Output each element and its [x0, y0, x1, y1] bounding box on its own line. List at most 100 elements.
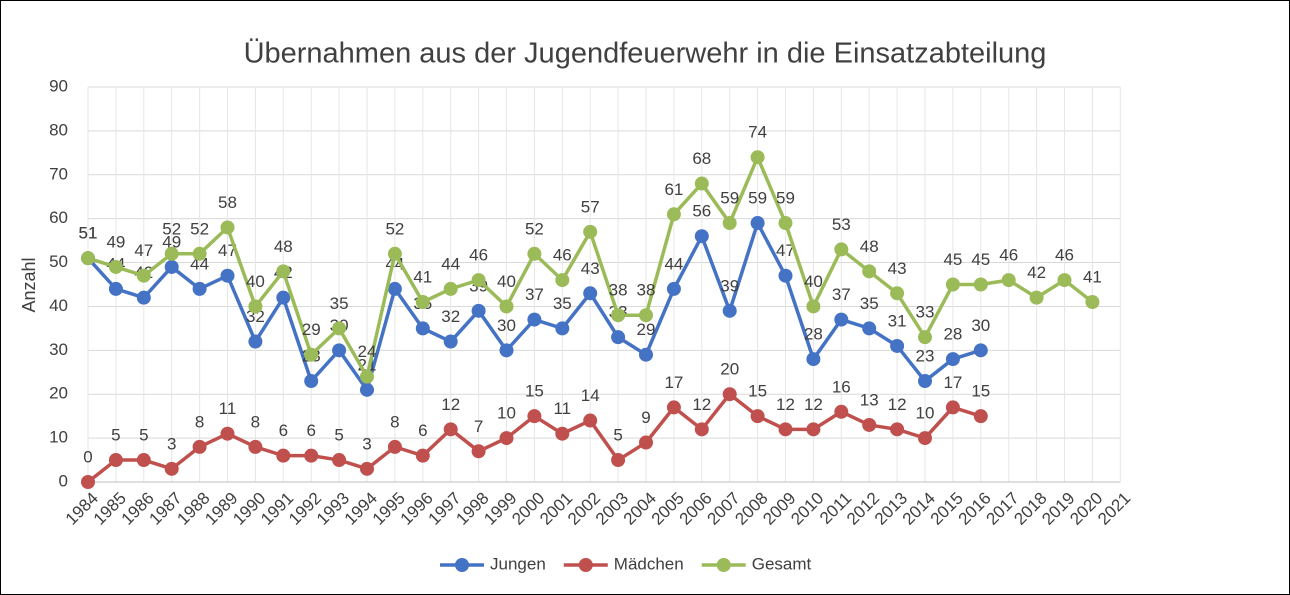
data-label: 15	[748, 382, 767, 401]
data-label: 49	[162, 232, 181, 251]
data-point	[973, 409, 988, 424]
legend-marker	[716, 558, 731, 572]
data-label: 31	[888, 311, 907, 330]
data-point	[220, 426, 235, 441]
data-label: 41	[1083, 268, 1102, 287]
data-point	[555, 273, 570, 288]
data-label: 51	[79, 224, 98, 243]
data-label: 38	[609, 281, 628, 300]
data-label: 40	[497, 272, 516, 291]
data-label: 58	[218, 193, 237, 212]
data-point	[1085, 295, 1100, 310]
data-point	[136, 268, 151, 283]
data-point	[611, 308, 626, 323]
data-label: 29	[302, 320, 321, 339]
data-point	[806, 352, 821, 367]
data-point	[443, 281, 458, 296]
data-label: 39	[720, 276, 739, 295]
data-label: 15	[971, 382, 990, 401]
data-label: 38	[637, 281, 656, 300]
data-label: 45	[943, 250, 962, 269]
data-label: 56	[692, 202, 711, 221]
data-point	[220, 220, 235, 235]
data-point	[1001, 273, 1016, 288]
data-label: 59	[776, 189, 795, 208]
data-point	[806, 422, 821, 437]
data-point	[862, 264, 877, 279]
data-point	[108, 259, 123, 274]
y-tick-label: 80	[49, 120, 68, 139]
data-point	[945, 400, 960, 415]
data-point	[611, 453, 626, 468]
data-label: 48	[860, 237, 879, 256]
data-point	[834, 312, 849, 327]
data-label: 32	[441, 307, 460, 326]
data-label: 12	[888, 395, 907, 414]
data-point	[750, 409, 765, 424]
data-label: 47	[776, 241, 795, 260]
data-point	[918, 330, 932, 345]
data-point	[192, 246, 207, 261]
data-point	[248, 334, 263, 349]
data-point	[192, 439, 207, 454]
data-label: 40	[804, 272, 823, 291]
data-label: 47	[134, 241, 153, 260]
data-point	[387, 281, 402, 296]
data-label: 17	[664, 373, 683, 392]
legend-marker	[455, 558, 469, 572]
data-point	[973, 277, 988, 292]
data-point	[304, 347, 319, 362]
data-label: 44	[664, 254, 683, 273]
data-point	[136, 453, 151, 468]
data-point	[722, 387, 737, 402]
data-point	[583, 286, 598, 301]
data-point	[415, 321, 430, 336]
data-point	[666, 207, 681, 222]
data-label: 28	[943, 325, 962, 344]
data-label: 37	[832, 285, 851, 304]
data-point	[945, 277, 960, 292]
data-point	[694, 422, 709, 437]
data-point	[527, 312, 542, 327]
data-point	[499, 431, 514, 446]
y-tick-label: 0	[59, 471, 68, 490]
data-label: 7	[474, 417, 483, 436]
data-point	[248, 299, 263, 314]
data-label: 68	[692, 149, 711, 168]
data-point	[862, 417, 877, 432]
data-point	[332, 453, 347, 468]
data-point	[499, 343, 514, 358]
data-label: 52	[525, 219, 544, 238]
data-point	[108, 281, 123, 296]
data-label: 6	[306, 421, 315, 440]
data-point	[918, 431, 932, 446]
data-label: 29	[637, 320, 656, 339]
data-point	[639, 347, 653, 362]
data-label: 5	[334, 426, 343, 445]
data-label: 30	[971, 316, 990, 335]
data-point	[443, 334, 458, 349]
data-label: 11	[219, 399, 237, 418]
data-point	[471, 444, 486, 459]
legend-marker	[578, 558, 593, 572]
data-label: 10	[497, 404, 516, 423]
data-label: 35	[860, 294, 879, 313]
data-point	[81, 475, 95, 489]
data-label: 53	[832, 215, 851, 234]
data-label: 30	[497, 316, 516, 335]
data-point	[750, 216, 765, 231]
data-label: 11	[553, 399, 571, 418]
data-point	[136, 290, 151, 305]
data-point	[834, 404, 849, 419]
data-label: 37	[525, 285, 544, 304]
data-label: 15	[525, 382, 544, 401]
data-point	[164, 259, 179, 274]
data-point	[666, 281, 681, 296]
y-tick-label: 60	[49, 208, 68, 227]
data-label: 49	[106, 232, 125, 251]
data-label: 46	[999, 246, 1018, 265]
data-point	[360, 369, 374, 384]
data-label: 35	[553, 294, 572, 313]
data-label: 3	[362, 434, 371, 453]
